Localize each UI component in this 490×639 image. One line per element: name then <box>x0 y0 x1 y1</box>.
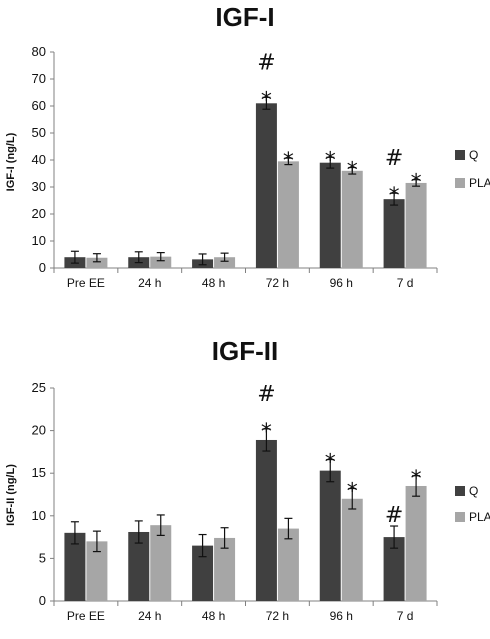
y-tick-label: 80 <box>32 44 46 59</box>
bar-pla-pre-ee <box>86 257 108 268</box>
x-tick-label-72-h: 72 h <box>266 609 289 623</box>
significance-asterisk: * <box>325 148 336 173</box>
significance-asterisk: * <box>411 171 422 196</box>
bar-q-48-h <box>192 545 214 601</box>
bar-pla-7-d <box>405 485 427 601</box>
x-tick-label-7-d: 7 d <box>397 609 414 623</box>
legend-label-pla: PLA <box>469 510 490 524</box>
significance-hash: # <box>257 382 275 407</box>
legend-swatch-q <box>455 150 465 160</box>
significance-asterisk: * <box>347 159 358 184</box>
bar-q-72-h <box>255 439 277 601</box>
bar-pla-24-h <box>150 256 172 268</box>
significance-hash: # <box>385 146 403 171</box>
significance-asterisk: * <box>325 451 336 476</box>
y-tick-label: 15 <box>32 465 46 480</box>
chart-title: IGF-I <box>215 2 275 32</box>
y-tick-label: 40 <box>32 152 46 167</box>
x-tick-label-24-h: 24 h <box>138 609 161 623</box>
x-tick-label-pre-ee: Pre EE <box>67 276 105 290</box>
x-tick-label-24-h: 24 h <box>138 276 161 290</box>
y-tick-label: 30 <box>32 179 46 194</box>
chart-title: IGF-II <box>211 336 279 366</box>
legend-swatch-pla <box>455 178 465 188</box>
x-tick-label-96-h: 96 h <box>330 609 353 623</box>
bar-q-pre-ee <box>64 532 86 601</box>
significance-hash: # <box>257 50 275 75</box>
y-axis-label: IGF-II (ng/L) <box>5 464 17 526</box>
x-tick-label-pre-ee: Pre EE <box>67 609 105 623</box>
bar-q-96-h <box>319 162 341 268</box>
bar-pla-pre-ee <box>86 541 108 601</box>
bar-pla-48-h <box>214 537 236 601</box>
igf-2-plot: 0 5 10 15 20 25 Pre EE 24 h 48 h 72 h 96 h 7 d IGF-I… <box>5 380 490 623</box>
y-tick-label: 50 <box>32 125 46 140</box>
bar-q-7-d <box>383 537 405 601</box>
x-tick-label-7-d: 7 d <box>397 276 414 290</box>
x-tick-label-48-h: 48 h <box>202 276 225 290</box>
bar-pla-72-h <box>277 528 299 601</box>
bar-pla-72-h <box>277 161 299 268</box>
significance-hash: # <box>385 503 403 528</box>
bar-q-72-h <box>255 103 277 268</box>
legend-swatch-pla <box>455 512 465 522</box>
y-tick-label: 0 <box>39 260 46 275</box>
y-tick-label: 20 <box>32 206 46 221</box>
igf-1-plot: 0 10 20 30 40 50 60 70 80 Pre EE 24 h 48 h 72 h 96 h 7… <box>5 44 490 290</box>
y-tick-label: 10 <box>32 508 46 523</box>
y-tick-label: 5 <box>39 550 46 565</box>
significance-asterisk: * <box>347 480 358 505</box>
significance-asterisk: * <box>411 467 422 492</box>
legend-label-pla: PLA <box>469 176 490 190</box>
x-tick-label-72-h: 72 h <box>266 276 289 290</box>
significance-asterisk: * <box>261 88 272 113</box>
y-tick-label: 60 <box>32 98 46 113</box>
bar-pla-96-h <box>341 498 363 601</box>
bar-q-7-d <box>383 199 405 268</box>
y-tick-label: 70 <box>32 71 46 86</box>
y-tick-label: 20 <box>32 423 46 438</box>
bar-q-96-h <box>319 470 341 601</box>
bar-q-24-h <box>128 531 150 601</box>
significance-asterisk: * <box>389 184 400 209</box>
x-tick-label-96-h: 96 h <box>330 276 353 290</box>
legend-label-q: Q <box>469 148 478 162</box>
significance-asterisk: * <box>283 149 294 174</box>
y-tick-label: 10 <box>32 233 46 248</box>
significance-asterisk: * <box>261 420 272 445</box>
bar-pla-48-h <box>214 257 236 268</box>
y-axis-label: IGF-I (ng/L) <box>5 132 17 191</box>
bar-pla-7-d <box>405 182 427 268</box>
y-tick-label: 25 <box>32 380 46 395</box>
x-tick-label-48-h: 48 h <box>202 609 225 623</box>
bar-pla-96-h <box>341 170 363 268</box>
legend-swatch-q <box>455 486 465 496</box>
igf-1-chart: IGF-I 0 10 20 30 40 50 60 70 80 Pre EE 24 h 48 h 72 … <box>0 0 490 318</box>
y-tick-label: 0 <box>39 593 46 608</box>
legend-label-q: Q <box>469 484 478 498</box>
bar-pla-24-h <box>150 525 172 601</box>
igf-2-chart: IGF-II 0 5 10 15 20 25 Pre EE 24 h 48 h 72 h 96 h 7… <box>0 320 490 639</box>
